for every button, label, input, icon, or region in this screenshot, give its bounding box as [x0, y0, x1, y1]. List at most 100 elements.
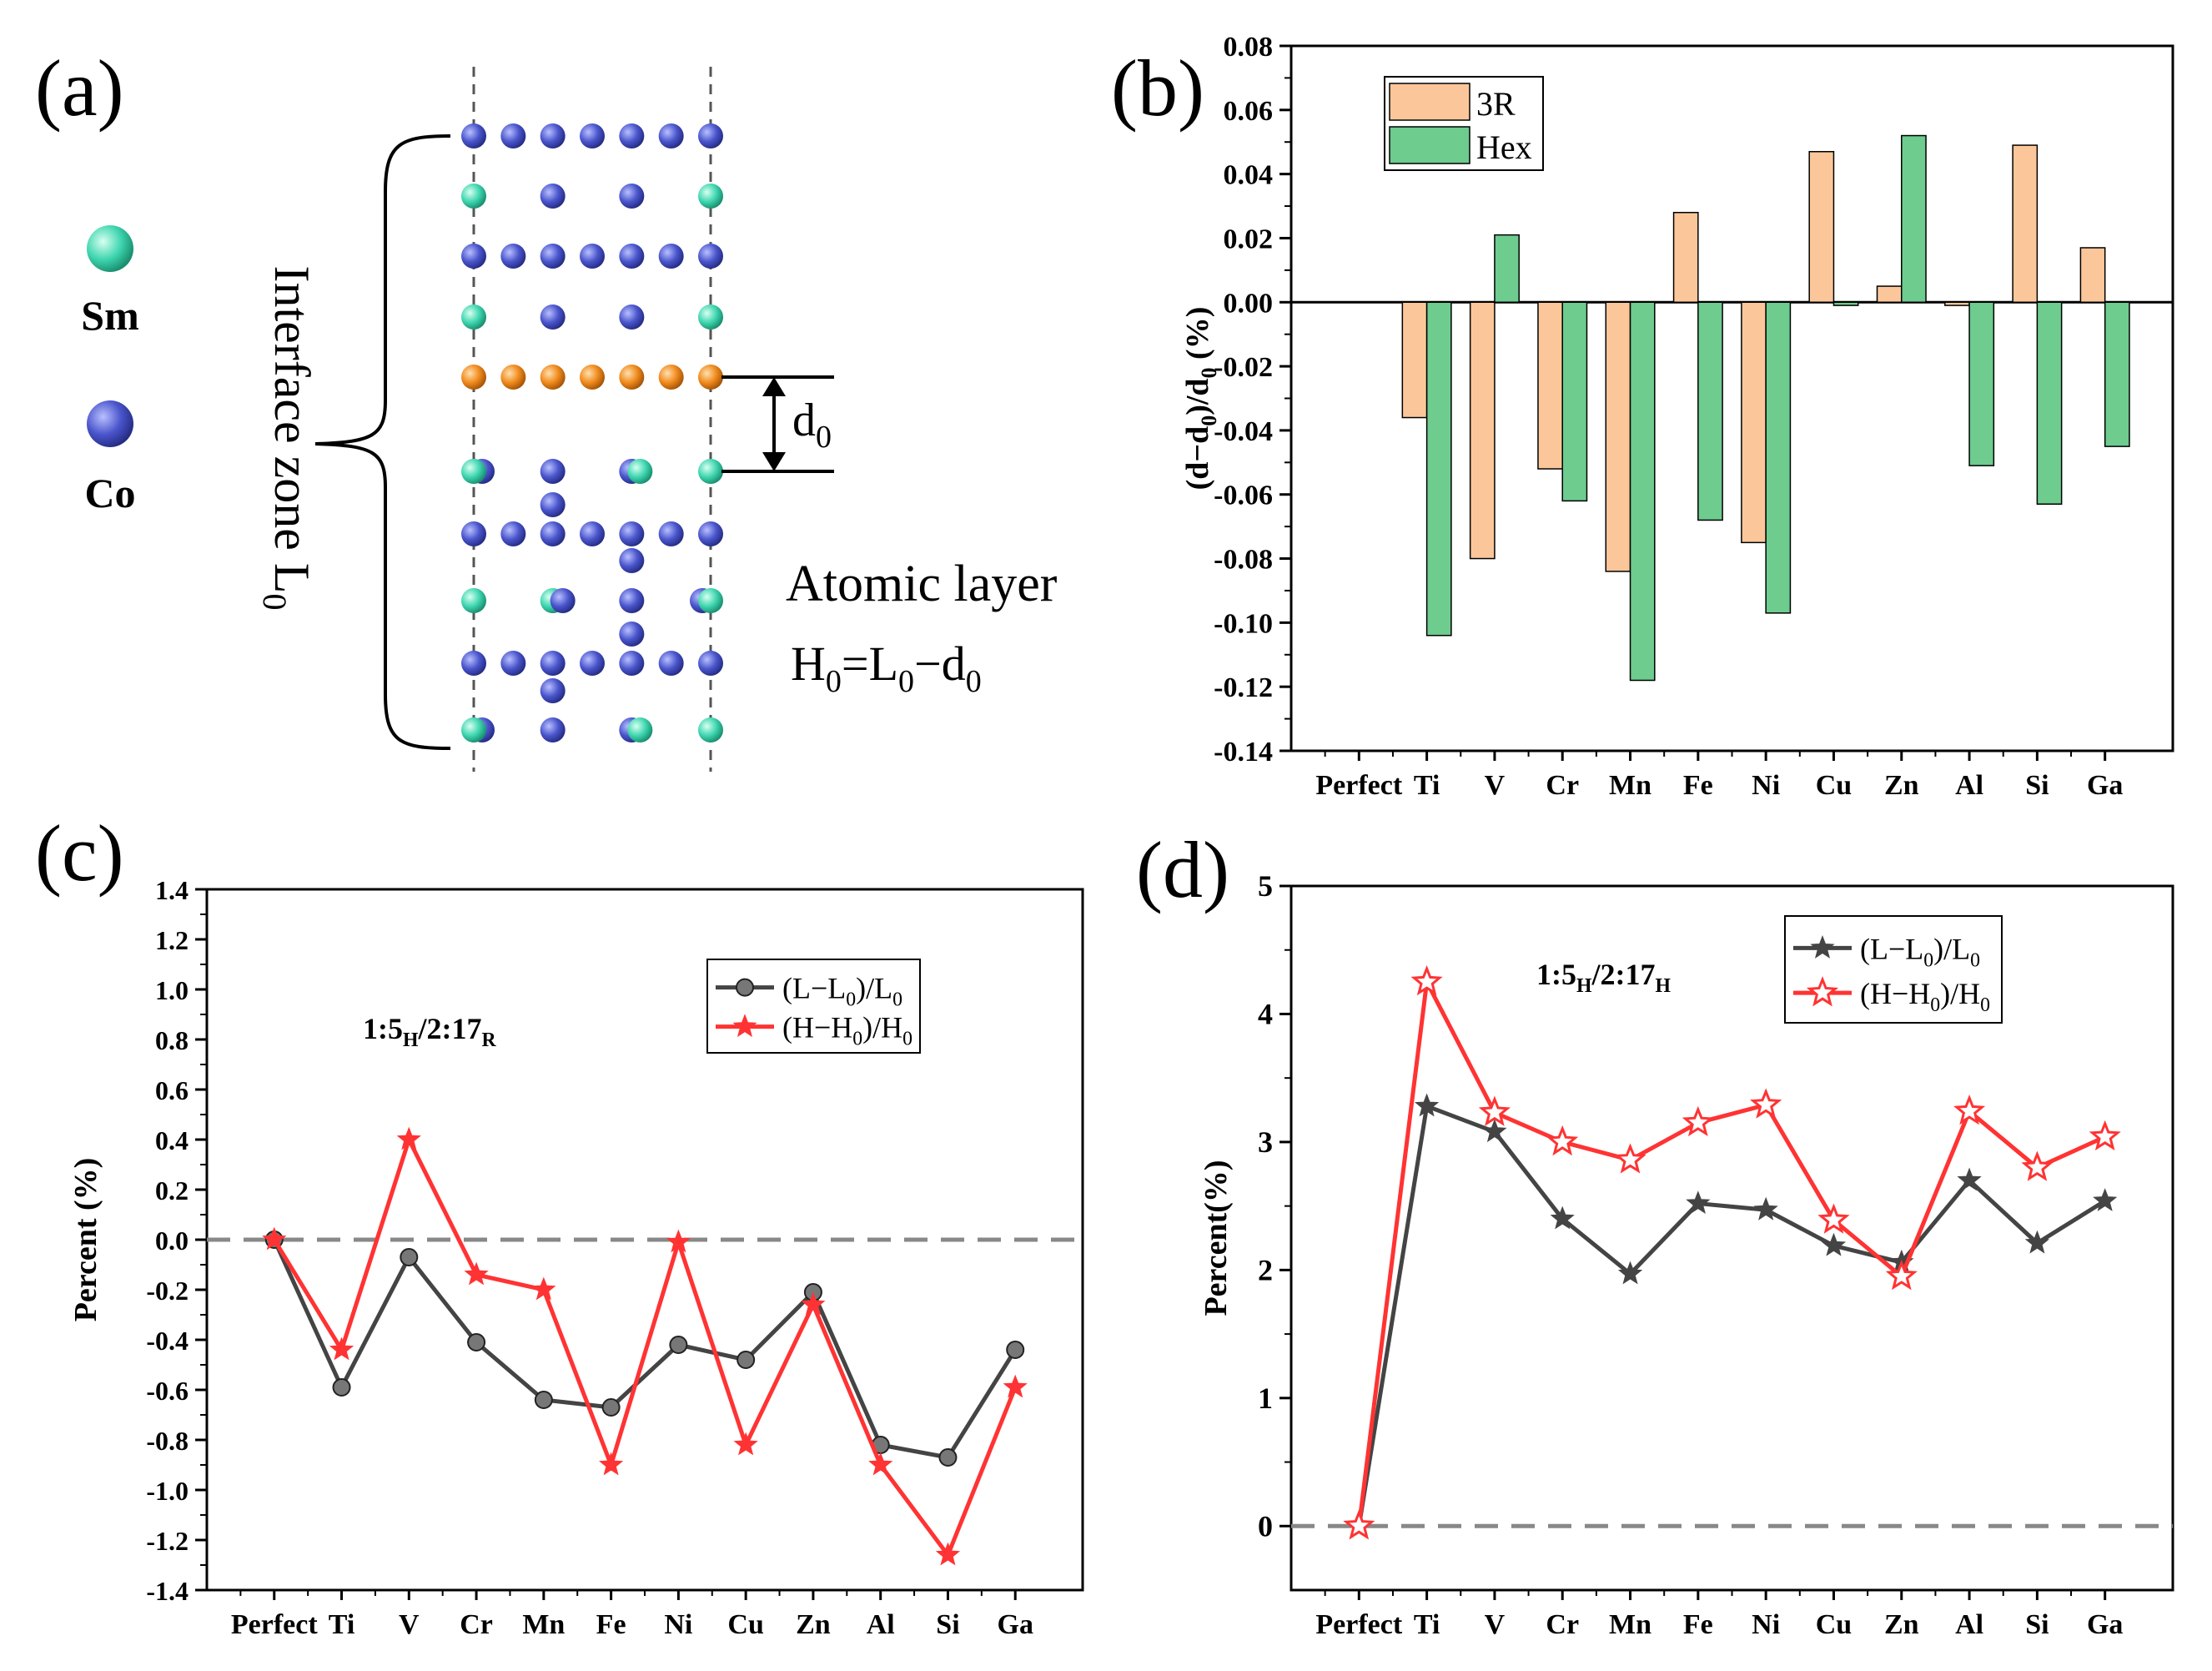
co-legend-label: Co [84, 470, 135, 516]
bar-3r-ga [2079, 247, 2106, 304]
interface-zone-label: Interface zone L0 [256, 265, 319, 610]
point-1-v [1478, 1095, 1511, 1126]
y-tick-label: -0.6 [146, 1376, 189, 1406]
x-tick-label: Si [936, 1609, 959, 1640]
x-tick-label: Fe [1683, 770, 1713, 801]
sm-legend-label: Sm [81, 292, 138, 339]
x-tick-label: Al [1955, 770, 1983, 801]
point-1-ti [329, 1336, 354, 1361]
x-tick-label: Fe [596, 1609, 626, 1640]
d0-label: d0 [792, 395, 832, 455]
bar-hex-cu [1832, 301, 1859, 306]
legend-label-1: (H−H0)/H0 [1860, 977, 1990, 1016]
point-0-ga [2093, 1188, 2118, 1211]
co-atom [619, 651, 645, 676]
co-atom [461, 123, 486, 148]
y-tick-label: -0.8 [146, 1426, 189, 1456]
legend-label-0: (L−L0)/L0 [782, 972, 902, 1011]
interface-atom [461, 365, 486, 390]
y-tick-label: 2 [1258, 1253, 1273, 1286]
x-tick-label: Cu [1816, 770, 1852, 801]
bar-3r-mn [1605, 301, 1631, 572]
interface-atom [540, 365, 566, 390]
point-1-cu [733, 1432, 758, 1456]
x-tick-label: Cr [460, 1609, 493, 1640]
atomic-layer-label: Atomic layer [786, 556, 1058, 612]
y-tick-label: -0.04 [1214, 416, 1273, 447]
x-tick-label: Cr [1546, 1609, 1579, 1640]
x-tick-label: Ga [2087, 1609, 2123, 1640]
co-atom [658, 123, 684, 148]
point-0-al [1957, 1167, 1982, 1191]
bar-3r-al [1944, 301, 1970, 306]
y-tick-label: 0.8 [155, 1025, 189, 1055]
point-0-v [1482, 1119, 1507, 1143]
x-tick-label: Ti [1414, 770, 1440, 801]
y-axis-label: Percent (%) [68, 1158, 103, 1322]
co-atom [619, 622, 645, 647]
point-0-cr [1550, 1205, 1575, 1230]
point-1-ni [666, 1229, 691, 1253]
legend-marker-0 [736, 978, 754, 997]
co-atom [658, 244, 684, 269]
sm-atom [461, 459, 486, 484]
co-atom [461, 244, 486, 269]
point-1-al [868, 1452, 893, 1476]
point-0-mn [1617, 1261, 1643, 1285]
bar-hex-zn [1901, 134, 1927, 304]
atomic-structure-diagram: Sm Co Interface zone L0 d0 Atomic layer … [81, 67, 1058, 772]
x-tick-label: Zn [796, 1609, 831, 1640]
y-tick-label: 5 [1258, 869, 1273, 903]
x-tick-label: Ni [664, 1609, 692, 1640]
bar-hex-al [1968, 301, 1995, 466]
co-atom [540, 459, 566, 484]
bar-3r-ni [1741, 301, 1767, 544]
co-atom [540, 717, 566, 742]
x-tick-label: Zn [1884, 770, 1919, 801]
co-atom [500, 521, 526, 546]
x-tick-label: Mn [1609, 770, 1651, 801]
y-tick-label: 0.08 [1224, 32, 1274, 63]
bar-3r-v [1469, 301, 1496, 560]
x-tick-label: Perfect [231, 1609, 318, 1640]
point-0-ga [1006, 1341, 1025, 1359]
sm-atom [698, 184, 723, 209]
y-axis-label: Percent(%) [1199, 1160, 1234, 1316]
co-atom [540, 678, 566, 703]
sm-legend-atom [87, 225, 133, 272]
co-atom [540, 123, 566, 148]
bar-hex-v [1494, 234, 1520, 304]
co-atom [619, 305, 645, 330]
co-atom [698, 521, 723, 546]
point-1-perfect [262, 1226, 287, 1251]
point-1-fe [1682, 1105, 1714, 1137]
point-1-zn [801, 1291, 826, 1316]
series-line-0 [272, 1238, 1018, 1460]
x-tick-label: Si [2025, 770, 2049, 801]
interface-atom [500, 365, 526, 390]
y-tick-label: 0.04 [1224, 160, 1274, 191]
panel-label-a: (a) [35, 43, 124, 133]
x-tick-label: Zn [1884, 1609, 1919, 1640]
y-tick-label: 0.00 [1224, 288, 1274, 319]
sm-atom [698, 459, 723, 484]
x-tick-label: Fe [1683, 1609, 1713, 1640]
panel-label-b: (b) [1111, 43, 1204, 133]
y-tick-label: 1.0 [155, 975, 189, 1005]
co-atom [540, 305, 566, 330]
bar-hex-ni [1765, 301, 1792, 614]
y-tick-label: -0.10 [1214, 608, 1273, 639]
x-tick-label: Cu [727, 1609, 763, 1640]
sm-atom [461, 717, 486, 742]
legend-label-hex: Hex [1476, 128, 1532, 166]
interface-atom [698, 365, 723, 390]
y-tick-label: -1.4 [146, 1576, 189, 1606]
x-tick-label: V [1485, 770, 1506, 801]
y-tick-label: -0.12 [1214, 672, 1273, 703]
legend-label-0: (L−L0)/L0 [1860, 932, 1980, 971]
point-0-ti [332, 1378, 351, 1397]
point-0-cu [736, 1351, 756, 1369]
point-0-ti [1414, 1093, 1440, 1117]
co-atom [540, 651, 566, 676]
co-atom [698, 651, 723, 676]
